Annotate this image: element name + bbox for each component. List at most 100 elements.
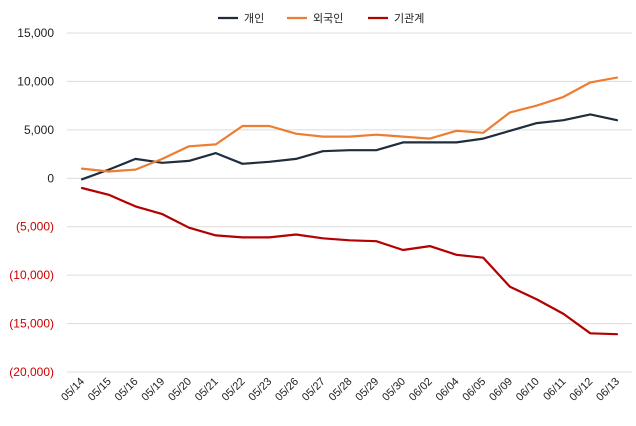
series-1-point [482, 137, 484, 139]
x-tick-label: 06/04 [434, 376, 462, 404]
series-1-point [348, 149, 350, 151]
x-tick-label: 06/11 [541, 376, 568, 403]
series-3-point [375, 240, 377, 242]
series-1-point [134, 158, 136, 160]
y-tick-label: (15,000) [9, 317, 54, 331]
series-1-point [241, 163, 243, 165]
series-2-point [375, 134, 377, 136]
x-tick-label: 05/14 [59, 376, 87, 404]
series-2-point [509, 111, 511, 113]
series-2-point [268, 125, 270, 127]
series-2-point [295, 133, 297, 135]
y-tick-label: (10,000) [9, 268, 54, 282]
series-3-point [562, 313, 564, 315]
x-tick-label: 06/13 [594, 376, 622, 404]
legend-item: 기관계 [368, 12, 424, 25]
series-2-point [215, 143, 217, 145]
x-tick-label: 05/15 [86, 376, 114, 404]
x-tick-label: 05/27 [300, 376, 328, 404]
series-layer [80, 76, 619, 336]
series-3-point [81, 187, 83, 189]
x-tick-label: 05/23 [246, 376, 274, 404]
x-tick-label: 05/21 [193, 376, 221, 404]
x-tick-label: 05/30 [380, 376, 408, 404]
legend-label: 외국인 [313, 12, 343, 25]
x-tick-label: 06/02 [407, 376, 435, 404]
series-1-point [429, 141, 431, 143]
legend-label: 기관계 [394, 12, 424, 25]
series-2-point [429, 137, 431, 139]
chart-legend: 개인 외국인 기관계 [218, 12, 424, 25]
x-tick-label: 05/28 [327, 376, 355, 404]
series-3-point [295, 233, 297, 235]
y-axis: 15,000 10,000 5,000 0 (5,000) (10,000) (15,000… [9, 26, 54, 379]
series-1-point [215, 152, 217, 154]
x-tick-label: 05/16 [113, 376, 141, 404]
series-2-point [455, 130, 457, 132]
series-2-point [81, 167, 83, 169]
series-3-point [429, 245, 431, 247]
series-2-point [322, 135, 324, 137]
series-3-point [268, 236, 270, 238]
legend-label: 개인 [244, 12, 264, 25]
series-2-point [348, 135, 350, 137]
x-tick-label: 06/05 [460, 376, 488, 404]
y-tick-label: 15,000 [17, 26, 54, 40]
series-1-point [455, 141, 457, 143]
series-3-point [536, 298, 538, 300]
series-3-point [589, 332, 591, 334]
series-3-point [161, 213, 163, 215]
series-2-point [402, 135, 404, 137]
x-tick-label: 05/19 [139, 376, 167, 404]
series-3-point [188, 226, 190, 228]
y-tick-label: (5,000) [16, 220, 54, 234]
series-1-point [536, 122, 538, 124]
series-1-point [616, 119, 618, 121]
series-3-point [482, 257, 484, 259]
series-3-point [241, 236, 243, 238]
series-2-point [536, 104, 538, 106]
series-3-point [509, 286, 511, 288]
series-3-point [322, 237, 324, 239]
series-2-point [241, 125, 243, 127]
series-1-point [81, 178, 83, 180]
series-1-point [562, 119, 564, 121]
series-3-point [108, 194, 110, 196]
series-line-2 [80, 76, 619, 173]
series-2-point [589, 81, 591, 83]
series-1-point [322, 150, 324, 152]
x-tick-label: 06/09 [487, 376, 515, 404]
x-tick-label: 05/22 [220, 376, 248, 404]
series-1-point [589, 113, 591, 115]
series-line-3 [80, 186, 619, 336]
series-2-point [482, 132, 484, 134]
series-1-point [161, 162, 163, 164]
series-3-point [402, 249, 404, 251]
series-2-point [108, 170, 110, 172]
y-tick-label: (20,000) [9, 365, 54, 379]
series-2-point [134, 168, 136, 170]
series-1-point [295, 158, 297, 160]
series-1-point [268, 161, 270, 163]
series-1-point [509, 130, 511, 132]
series-line-1 [80, 113, 619, 181]
x-tick-label: 05/29 [353, 376, 381, 404]
y-tick-label: 10,000 [17, 74, 54, 88]
series-2-point [562, 96, 564, 98]
x-axis: 05/1405/1505/1605/1905/2005/2105/2205/23… [59, 376, 622, 404]
series-2-point [616, 76, 618, 78]
legend-item: 외국인 [287, 12, 343, 25]
series-1-point [188, 160, 190, 162]
series-3-point [134, 205, 136, 207]
series-2-point [188, 145, 190, 147]
series-3-point [455, 254, 457, 256]
series-3-point [616, 333, 618, 335]
x-tick-label: 06/10 [514, 376, 542, 404]
series-2-point [161, 158, 163, 160]
y-tick-label: 0 [47, 171, 54, 185]
grid-lines [67, 32, 632, 373]
series-1-point [375, 149, 377, 151]
series-1-point [402, 141, 404, 143]
series-3-point [215, 234, 217, 236]
